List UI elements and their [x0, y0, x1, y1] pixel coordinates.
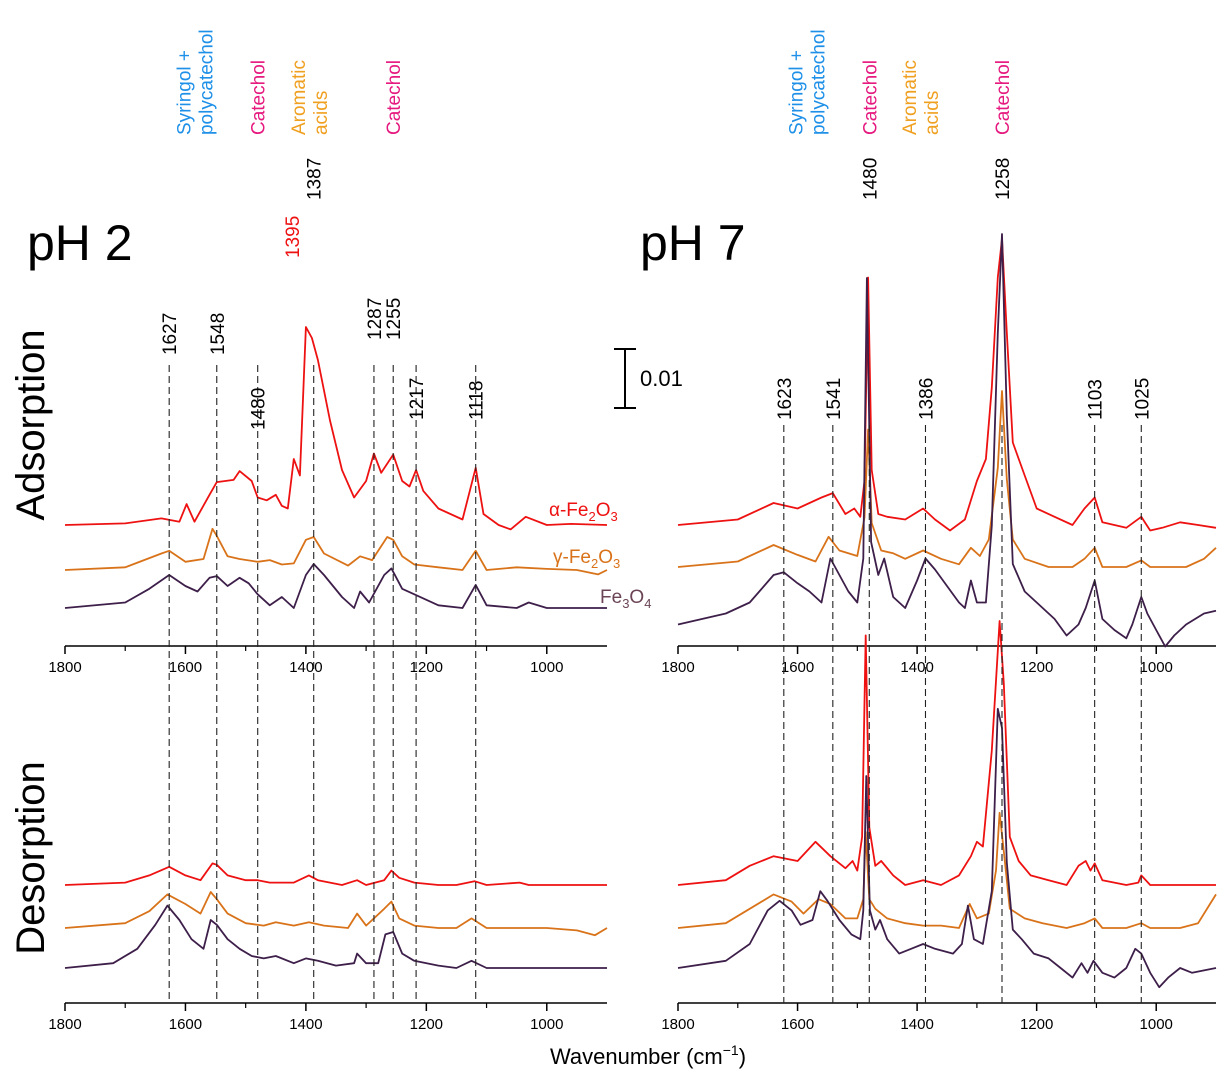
series-line-1 — [677, 390, 1217, 568]
panel-2: 1800 1600 1400 1200 1000 — [48, 862, 608, 1033]
series-line-2 — [64, 563, 607, 609]
peak-label: 1118 — [467, 381, 488, 420]
series-line-2 — [64, 904, 607, 969]
legend-entry: α-Fe2O3 — [549, 500, 618, 524]
x-tick-label: 1400 — [900, 1016, 933, 1033]
x-tick-label: 1400 — [289, 659, 322, 676]
series-line-0 — [64, 862, 607, 886]
band-assignment: Catechol — [249, 60, 270, 135]
x-tick-label: 1000 — [1140, 659, 1173, 676]
peak-label: 1548 — [208, 313, 229, 355]
peak-label: 1387 — [305, 158, 326, 200]
spectra-panels: 1800 1600 1400 1200 1000 1800 1600 1400 1200 1000… — [48, 29, 1217, 1033]
peak-label-extra: 1395 — [283, 216, 304, 258]
band-assignment: Catechol — [384, 60, 405, 135]
x-tick-label: 1600 — [781, 659, 814, 676]
scale-bar-label: 0.01 — [640, 366, 683, 391]
band-assignment: acids — [922, 91, 943, 135]
x-tick-label: 1400 — [900, 659, 933, 676]
x-tick-label: 1000 — [1140, 1016, 1173, 1033]
row-label-adsorption: Adsorption — [9, 329, 53, 520]
peak-lines-1: 1623 1541 1480 1386 1258 1103 1025 Syringol + po… — [775, 29, 1153, 1003]
series-line-0 — [677, 620, 1216, 886]
series-line-0 — [64, 326, 608, 531]
x-tick-label: 1400 — [289, 1016, 322, 1033]
panel-label-ph7: pH 7 — [640, 215, 746, 271]
x-tick-label: 1600 — [169, 659, 202, 676]
peak-label: 1623 — [775, 378, 796, 420]
peak-label: 1480 — [249, 388, 270, 430]
band-assignment: Catechol — [993, 60, 1014, 135]
legend-entry: γ-Fe2O3 — [553, 547, 620, 571]
scale-bar — [614, 348, 636, 409]
x-tick-label: 1800 — [661, 1016, 694, 1033]
peak-label: 1480 — [860, 158, 881, 200]
series-line-1 — [64, 527, 608, 576]
band-assignment: polycatechol — [809, 29, 830, 135]
band-assignment: Syringol + — [174, 50, 195, 135]
panel-0: 1800 1600 1400 1200 1000 — [48, 326, 608, 676]
series-line-2 — [677, 233, 1217, 648]
legend-entry: Fe3O4 — [600, 587, 651, 611]
peak-label: 1217 — [407, 378, 428, 420]
x-tick-label: 1000 — [530, 1016, 563, 1033]
series-line-1 — [64, 891, 608, 937]
x-tick-label: 1200 — [1020, 659, 1053, 676]
x-tick-label: 1800 — [48, 1016, 81, 1033]
band-assignment: acids — [311, 91, 332, 135]
x-axis-title: Wavenumber (cm−1) — [550, 1042, 746, 1069]
band-assignment: Catechol — [860, 60, 881, 135]
x-tick-label: 1200 — [410, 659, 443, 676]
row-label-desorption: Desorption — [9, 761, 53, 954]
panel-1: 1800 1600 1400 1200 1000 — [661, 233, 1217, 676]
peak-label: 1258 — [993, 158, 1014, 200]
figure-annotations: Adsorption Desorption pH 2 pH 7 0.01 Wav… — [9, 215, 746, 1069]
x-tick-label: 1200 — [1020, 1016, 1053, 1033]
peak-label: 1255 — [384, 298, 405, 340]
x-tick-label: 1200 — [410, 1016, 443, 1033]
x-tick-label: 1600 — [169, 1016, 202, 1033]
peak-label: 1541 — [824, 378, 845, 420]
x-tick-label: 1800 — [661, 659, 694, 676]
peak-label: 1627 — [160, 313, 181, 355]
peak-label: 1103 — [1086, 379, 1107, 420]
peak-label: 1025 — [1132, 378, 1153, 420]
series-line-1 — [677, 811, 1217, 929]
band-assignment: Syringol + — [787, 50, 808, 135]
panel-label-ph2: pH 2 — [27, 215, 133, 271]
band-assignment: Aromatic — [289, 60, 310, 135]
x-tick-label: 1800 — [48, 659, 81, 676]
series-line-2 — [677, 707, 1217, 989]
panel-3: 1800 1600 1400 1200 1000 — [661, 620, 1217, 1033]
band-assignment: polycatechol — [196, 29, 217, 135]
series-line-0 — [677, 238, 1217, 532]
band-assignment: Aromatic — [900, 60, 921, 135]
peak-label: 1386 — [916, 378, 937, 420]
x-tick-label: 1000 — [530, 659, 563, 676]
series-legend: α-Fe2O3 γ-Fe2O3 Fe3O4 — [549, 500, 651, 611]
peak-label: 1287 — [365, 298, 386, 340]
x-tick-label: 1600 — [781, 1016, 814, 1033]
